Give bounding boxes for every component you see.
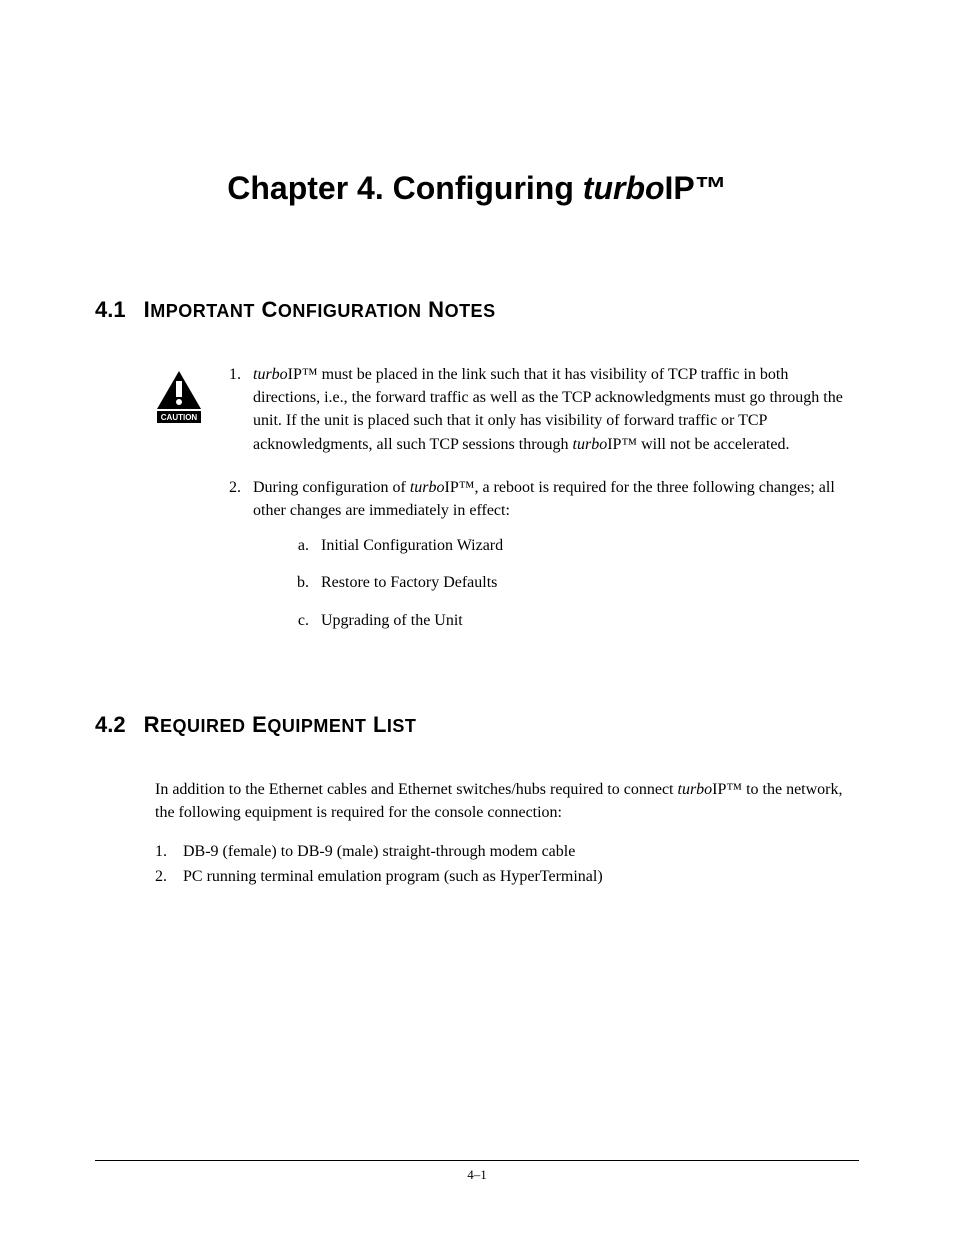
section-4-2-header: 4.2 REQUIRED EQUIPMENT LIST bbox=[95, 712, 859, 738]
list-item: 1. turboIP™ must be placed in the link s… bbox=[221, 363, 859, 456]
list-text: Restore to Factory Defaults bbox=[321, 571, 497, 594]
list-marker: 2. bbox=[155, 865, 173, 888]
svg-text:CAUTION: CAUTION bbox=[161, 413, 198, 422]
list-item: 2. PC running terminal emulation program… bbox=[155, 865, 859, 888]
section-4-1-header: 4.1 IMPORTANT CONFIGURATION NOTES bbox=[95, 297, 859, 323]
list-item: c. Upgrading of the Unit bbox=[291, 609, 859, 632]
list-marker: c. bbox=[291, 609, 309, 632]
section-num: 4.2 bbox=[95, 712, 126, 738]
notes-sublist: a. Initial Configuration Wizard b. Resto… bbox=[291, 534, 859, 632]
list-marker: a. bbox=[291, 534, 309, 557]
section-title: IMPORTANT CONFIGURATION NOTES bbox=[144, 297, 496, 323]
chapter-suffix: IP™ bbox=[665, 170, 727, 206]
section-title: REQUIRED EQUIPMENT LIST bbox=[144, 712, 417, 738]
chapter-title: Chapter 4. Configuring turboIP™ bbox=[95, 170, 859, 207]
footer-rule bbox=[95, 1160, 859, 1161]
chapter-prefix: Chapter 4. Configuring bbox=[227, 170, 583, 206]
list-marker: 1. bbox=[221, 363, 241, 456]
page-number: 4–1 bbox=[467, 1167, 487, 1182]
notes-list: 1. turboIP™ must be placed in the link s… bbox=[221, 363, 859, 666]
list-marker: 2. bbox=[221, 476, 241, 646]
section-num: 4.1 bbox=[95, 297, 126, 323]
list-text: turboIP™ must be placed in the link such… bbox=[253, 363, 859, 456]
list-text: PC running terminal emulation program (s… bbox=[183, 865, 603, 888]
list-text: Upgrading of the Unit bbox=[321, 609, 463, 632]
caution-block: CAUTION 1. turboIP™ must be placed in th… bbox=[155, 363, 859, 666]
page-footer: 4–1 bbox=[95, 1160, 859, 1183]
list-marker: b. bbox=[291, 571, 309, 594]
list-text: Initial Configuration Wizard bbox=[321, 534, 503, 557]
equipment-list: 1. DB-9 (female) to DB-9 (male) straight… bbox=[155, 840, 859, 888]
list-marker: 1. bbox=[155, 840, 173, 863]
list-text: DB-9 (female) to DB-9 (male) straight-th… bbox=[183, 840, 575, 863]
list-item: b. Restore to Factory Defaults bbox=[291, 571, 859, 594]
list-item: 1. DB-9 (female) to DB-9 (male) straight… bbox=[155, 840, 859, 863]
chapter-italic: turbo bbox=[583, 170, 665, 206]
paragraph: In addition to the Ethernet cables and E… bbox=[155, 778, 859, 824]
list-item: a. Initial Configuration Wizard bbox=[291, 534, 859, 557]
list-text: During configuration of turboIP™, a rebo… bbox=[253, 476, 859, 646]
list-item: 2. During configuration of turboIP™, a r… bbox=[221, 476, 859, 646]
caution-icon: CAUTION bbox=[155, 369, 203, 430]
page: Chapter 4. Configuring turboIP™ 4.1 IMPO… bbox=[0, 0, 954, 1235]
